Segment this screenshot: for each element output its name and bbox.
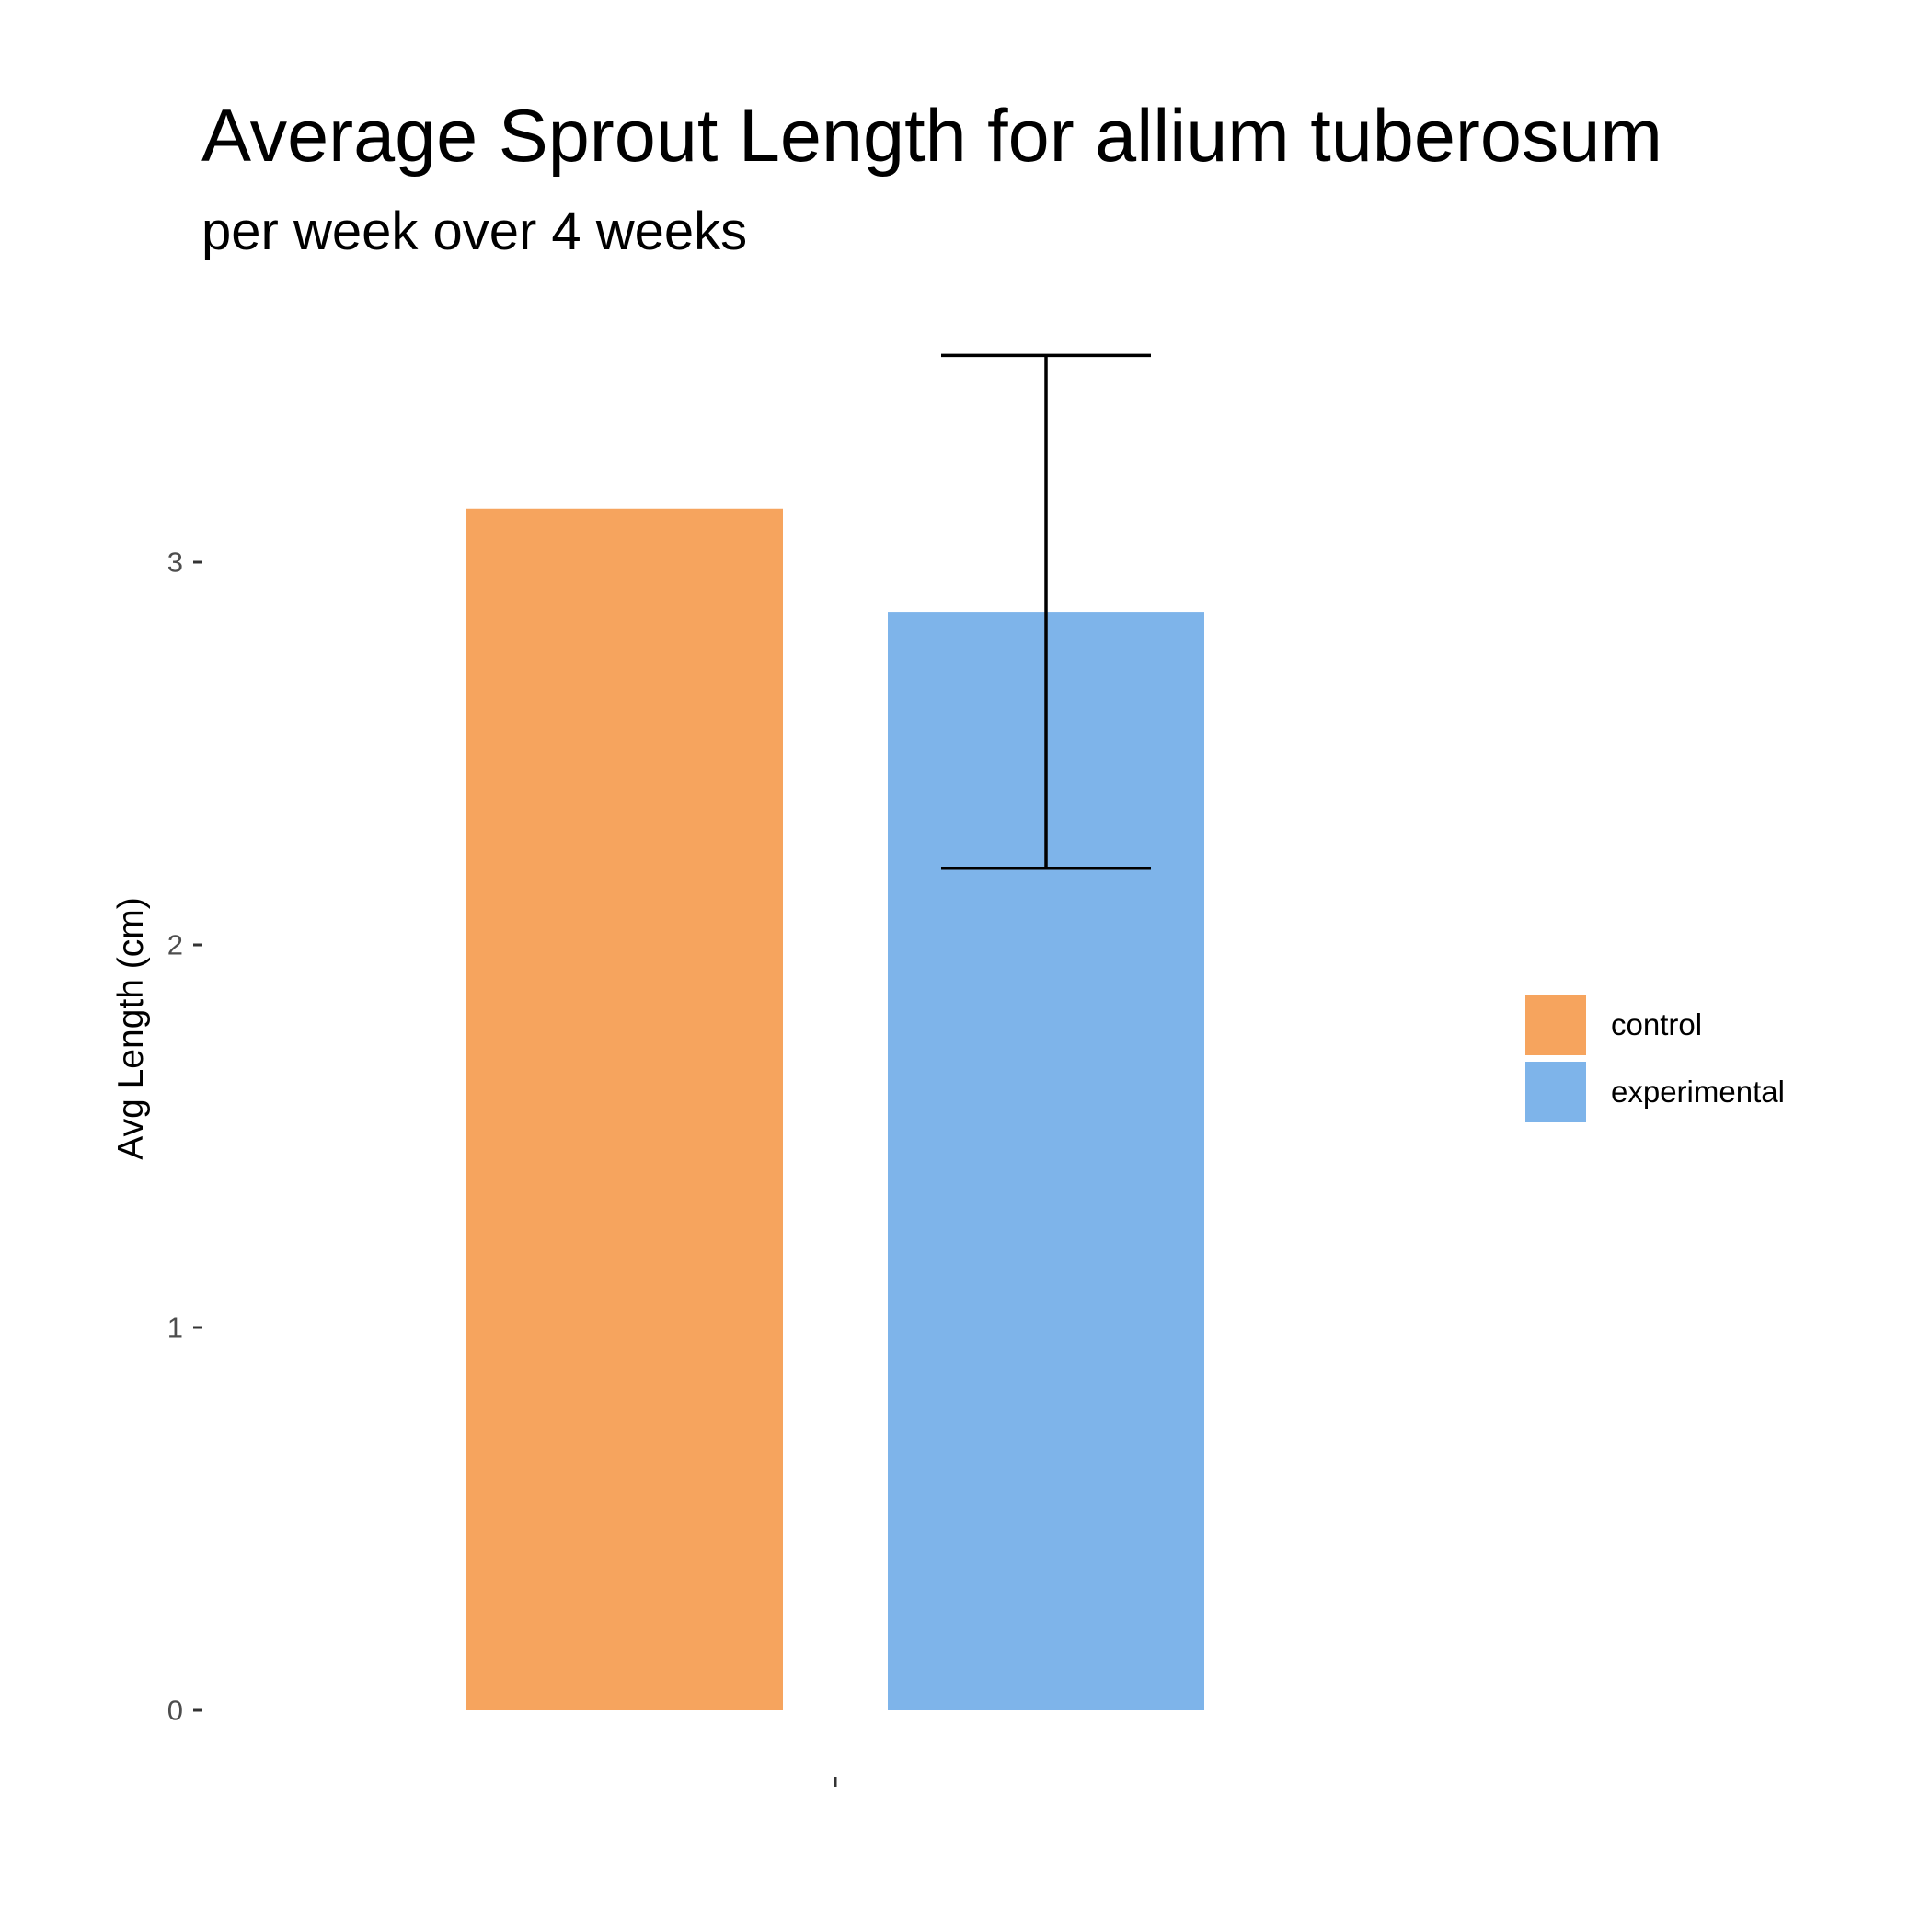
y-tick-label: 0 — [167, 1695, 183, 1727]
legend-label-control: control — [1611, 1006, 1703, 1041]
y-tick-label: 3 — [167, 546, 183, 579]
legend-item-experimental: experimental — [1525, 1058, 1785, 1125]
y-tick-label: 1 — [167, 1312, 183, 1344]
bar-control — [466, 508, 783, 1710]
bars — [466, 508, 1204, 1710]
error-bars — [941, 353, 1151, 870]
legend: control experimental — [1525, 991, 1785, 1125]
chart-subtitle: per week over 4 weeks — [201, 201, 748, 261]
legend-label-experimental: experimental — [1611, 1074, 1785, 1109]
error-bar-experimental — [941, 353, 1151, 870]
y-axis: 0 1 2 3 — [167, 546, 202, 1727]
chart-title: Average Sprout Length for allium tuberos… — [201, 95, 1662, 178]
legend-key-control — [1525, 994, 1586, 1055]
legend-item-control: control — [1525, 991, 1785, 1058]
y-tick-label: 2 — [167, 929, 183, 961]
legend-key-experimental — [1525, 1061, 1586, 1122]
